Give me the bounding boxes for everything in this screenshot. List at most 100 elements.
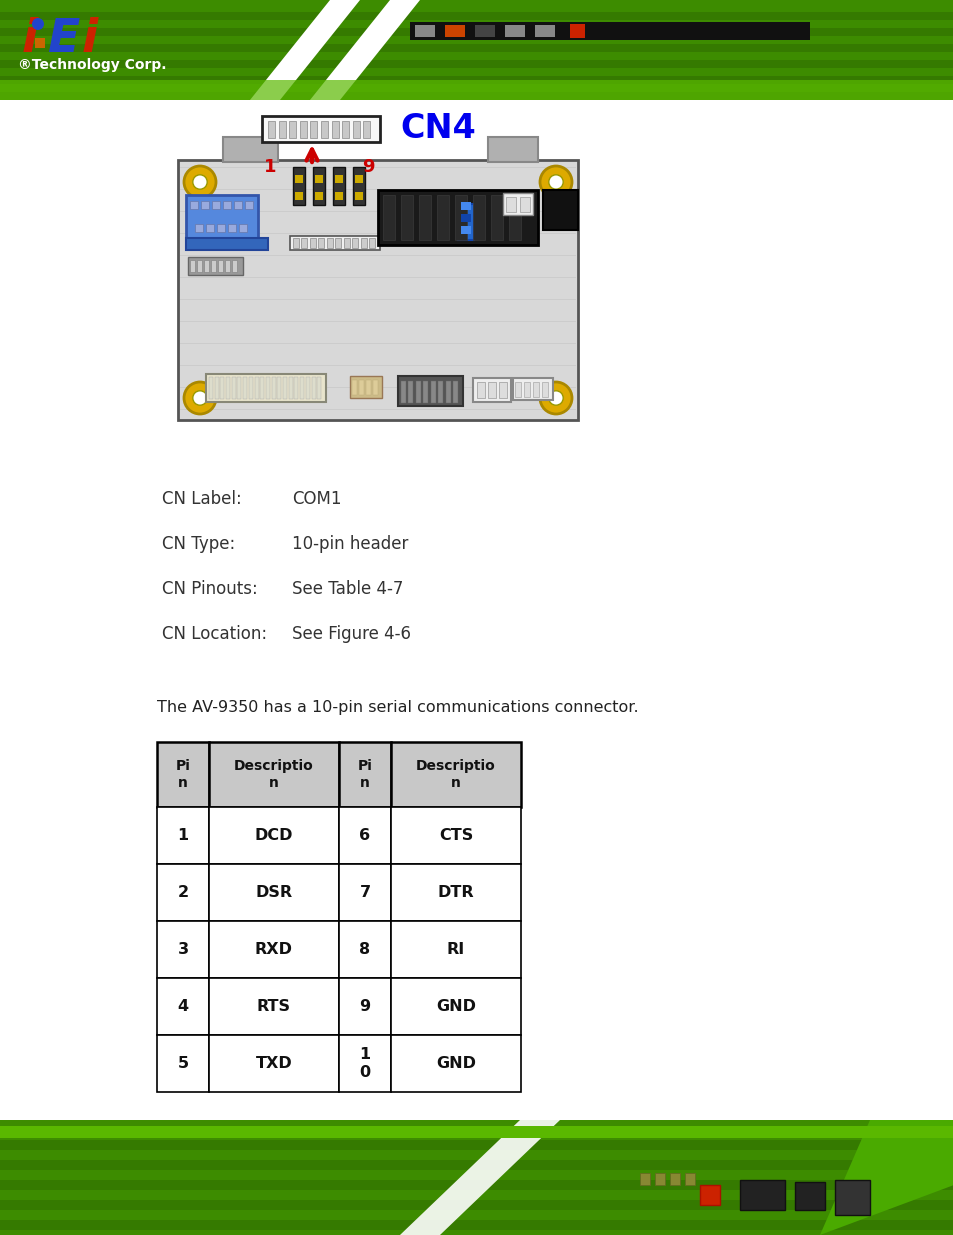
Text: 1
0: 1 0	[359, 1047, 370, 1079]
Bar	[294, 377, 298, 399]
Text: See Table 4-7: See Table 4-7	[292, 580, 403, 598]
Bar	[342, 121, 349, 138]
Bar	[209, 978, 338, 1035]
Bar	[460, 203, 471, 210]
Bar	[446, 382, 451, 403]
Bar	[438, 382, 443, 403]
Bar	[232, 261, 236, 272]
Bar	[0, 80, 953, 100]
Bar	[360, 238, 367, 248]
Text: 5: 5	[177, 1056, 189, 1071]
Text: 2: 2	[177, 885, 189, 900]
Bar	[475, 25, 495, 37]
Circle shape	[539, 382, 572, 414]
Bar	[314, 191, 323, 200]
Bar	[509, 195, 520, 240]
Bar	[332, 121, 338, 138]
Bar	[338, 921, 391, 978]
Bar	[513, 378, 553, 400]
Bar	[373, 380, 377, 395]
Bar	[391, 921, 520, 978]
Bar	[0, 1126, 953, 1137]
Bar	[277, 377, 281, 399]
Bar	[344, 238, 350, 248]
Text: DTR: DTR	[437, 885, 474, 900]
Text: CN Label:: CN Label:	[162, 490, 241, 508]
Text: 3: 3	[177, 942, 189, 957]
Bar	[335, 238, 341, 248]
Bar	[391, 978, 520, 1035]
Bar	[0, 0, 953, 100]
Text: RI: RI	[446, 942, 465, 957]
Bar	[740, 1179, 784, 1210]
Text: COM1: COM1	[292, 490, 341, 508]
Bar	[283, 377, 287, 399]
Text: The AV-9350 has a 10-pin serial communications connector.: The AV-9350 has a 10-pin serial communic…	[157, 700, 638, 715]
Text: CN4: CN4	[399, 112, 476, 146]
Bar	[431, 382, 436, 403]
Bar	[314, 175, 323, 183]
Bar	[289, 121, 295, 138]
Text: E: E	[48, 17, 80, 63]
Bar	[157, 978, 209, 1035]
Bar	[0, 12, 953, 20]
Bar	[0, 1140, 953, 1150]
Bar	[498, 382, 506, 398]
Text: Pi
n: Pi n	[357, 760, 372, 789]
Bar	[186, 238, 268, 249]
Bar	[228, 224, 235, 232]
Bar	[209, 377, 213, 399]
Bar	[523, 382, 530, 396]
Bar	[505, 198, 516, 212]
Bar	[669, 1173, 679, 1186]
Bar	[0, 1200, 953, 1210]
Bar	[453, 382, 458, 403]
Text: DCD: DCD	[254, 827, 293, 844]
Text: CN Location:: CN Location:	[162, 625, 267, 643]
Bar	[460, 226, 471, 233]
Bar	[488, 137, 537, 162]
Bar	[186, 195, 257, 240]
Bar	[515, 382, 520, 396]
Bar	[289, 377, 293, 399]
Polygon shape	[310, 0, 419, 100]
Bar	[262, 116, 379, 142]
Bar	[400, 195, 413, 240]
Bar	[473, 378, 511, 403]
Bar	[0, 77, 953, 84]
Text: GND: GND	[436, 1056, 476, 1071]
Bar	[157, 742, 209, 806]
Text: i: i	[82, 17, 98, 63]
Text: Descriptio
n: Descriptio n	[233, 760, 314, 789]
Bar	[0, 61, 953, 68]
Bar	[220, 377, 224, 399]
Bar	[519, 198, 530, 212]
Bar	[211, 261, 215, 272]
Bar	[157, 921, 209, 978]
Bar	[310, 121, 317, 138]
Polygon shape	[250, 0, 359, 100]
Bar	[684, 1173, 695, 1186]
Bar	[473, 195, 484, 240]
Text: 10-pin header: 10-pin header	[292, 535, 408, 553]
Bar	[0, 1120, 953, 1235]
Bar	[355, 191, 363, 200]
Bar	[444, 25, 464, 37]
Bar	[541, 382, 547, 396]
Bar	[338, 864, 391, 921]
Bar	[338, 1035, 391, 1092]
Bar	[335, 175, 343, 183]
Bar	[533, 382, 538, 396]
Bar	[206, 224, 213, 232]
Bar	[245, 201, 253, 209]
Bar	[455, 195, 467, 240]
Text: 9: 9	[359, 999, 370, 1014]
Bar	[306, 377, 310, 399]
Bar	[369, 238, 375, 248]
Bar	[218, 261, 223, 272]
Bar	[299, 121, 307, 138]
Bar	[491, 195, 502, 240]
Bar	[233, 201, 242, 209]
Text: CN Pinouts:: CN Pinouts:	[162, 580, 257, 598]
Bar	[655, 1173, 664, 1186]
